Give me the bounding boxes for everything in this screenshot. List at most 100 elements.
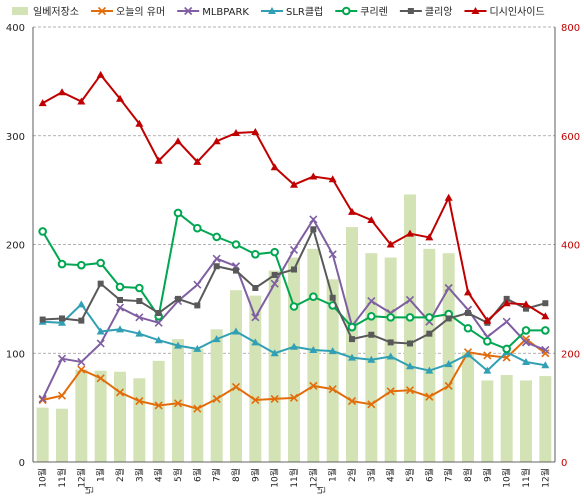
legend-item: 쿠리렌 — [335, 6, 388, 18]
data-point — [155, 310, 162, 317]
data-point — [483, 336, 492, 346]
data-point — [38, 227, 47, 236]
data-point — [309, 292, 318, 302]
data-point — [59, 315, 65, 322]
data-point — [386, 240, 395, 248]
bar — [481, 380, 494, 462]
data-point — [522, 300, 530, 308]
data-point — [368, 331, 375, 338]
legend-item: SLR클럽 — [260, 6, 323, 18]
x-tick-label: 10월 — [269, 468, 281, 488]
x-tick-label: 11월 — [56, 468, 68, 488]
data-point — [521, 335, 531, 344]
data-point — [405, 386, 415, 395]
data-point — [115, 282, 125, 292]
x-tick-label: 7월 — [211, 468, 223, 482]
data-point — [96, 258, 105, 268]
data-point — [465, 310, 471, 317]
data-point — [231, 382, 241, 392]
data-point — [212, 254, 221, 263]
data-point — [503, 295, 510, 302]
axes: 0 100 200 300 400 0 200 400 600 800 10월 11월 12월 1월 2월 3… — [6, 23, 580, 494]
data-point — [348, 353, 356, 361]
data-point — [367, 311, 376, 321]
data-point — [425, 313, 434, 322]
data-point — [38, 99, 47, 107]
bar — [56, 408, 68, 462]
data-point — [78, 317, 85, 324]
data-point — [97, 6, 107, 16]
data-point — [232, 327, 240, 335]
data-point — [405, 313, 415, 322]
data-point — [251, 313, 260, 322]
x-tick-label: 8월 — [462, 468, 474, 482]
x-tick-label: 7월 — [443, 468, 455, 482]
y-right-tick-label: 400 — [561, 241, 580, 252]
data-point — [135, 313, 144, 322]
data-point — [328, 385, 337, 394]
y-right-tick-label: 0 — [561, 458, 567, 469]
data-point — [154, 318, 163, 327]
data-point — [541, 361, 550, 369]
data-point — [97, 280, 104, 287]
data-point — [348, 207, 356, 215]
legend-item: 클리앙 — [399, 6, 452, 18]
data-point — [347, 397, 357, 406]
y-right-tick-label: 200 — [561, 349, 580, 360]
data-point — [193, 280, 202, 289]
data-point — [271, 271, 278, 278]
data-point — [77, 97, 86, 105]
data-point — [406, 229, 414, 237]
bar-series — [36, 194, 552, 462]
legend-item: 디시인사이드 — [464, 6, 545, 18]
data-point — [57, 391, 67, 400]
data-point — [406, 362, 414, 370]
data-point — [329, 294, 336, 301]
data-point — [173, 208, 183, 218]
x-tick-label: 4월 — [153, 468, 165, 482]
data-point — [367, 400, 376, 409]
data-point — [252, 285, 259, 291]
data-point — [96, 327, 105, 335]
x-tick-label: 10월 — [501, 468, 513, 488]
data-point — [483, 366, 492, 374]
data-point — [135, 283, 144, 293]
data-point — [367, 216, 376, 224]
x-tick-label: 12월 — [75, 468, 87, 488]
bar — [152, 360, 165, 462]
bar — [307, 248, 320, 462]
data-point — [444, 193, 453, 201]
data-point — [542, 300, 549, 307]
data-point — [309, 215, 318, 224]
data-point — [58, 318, 66, 326]
data-point — [116, 325, 124, 333]
data-point — [386, 387, 395, 396]
data-point — [425, 233, 434, 241]
bar — [210, 329, 223, 462]
data-point — [407, 340, 413, 347]
data-point — [444, 283, 453, 293]
data-point — [309, 345, 318, 353]
data-point — [154, 336, 163, 344]
legend-label: MLBPARK — [202, 7, 249, 18]
x-tick-label: 12월 — [307, 468, 319, 488]
data-point — [96, 70, 105, 78]
data-point — [115, 303, 125, 312]
x-tick-label: 9월 — [481, 468, 493, 482]
y-right-tick-label: 800 — [561, 23, 580, 34]
data-point — [193, 344, 202, 352]
data-point — [115, 388, 125, 397]
data-point — [541, 345, 550, 355]
data-point — [541, 349, 550, 358]
bar — [114, 371, 126, 462]
bar — [268, 270, 281, 462]
data-point — [154, 156, 163, 164]
legend-label: 디시인사이드 — [489, 6, 544, 18]
data-point — [38, 394, 47, 403]
data-point — [328, 347, 337, 355]
data-point — [193, 223, 202, 233]
data-point — [117, 296, 123, 303]
data-point — [386, 352, 395, 360]
data-point — [212, 232, 221, 242]
